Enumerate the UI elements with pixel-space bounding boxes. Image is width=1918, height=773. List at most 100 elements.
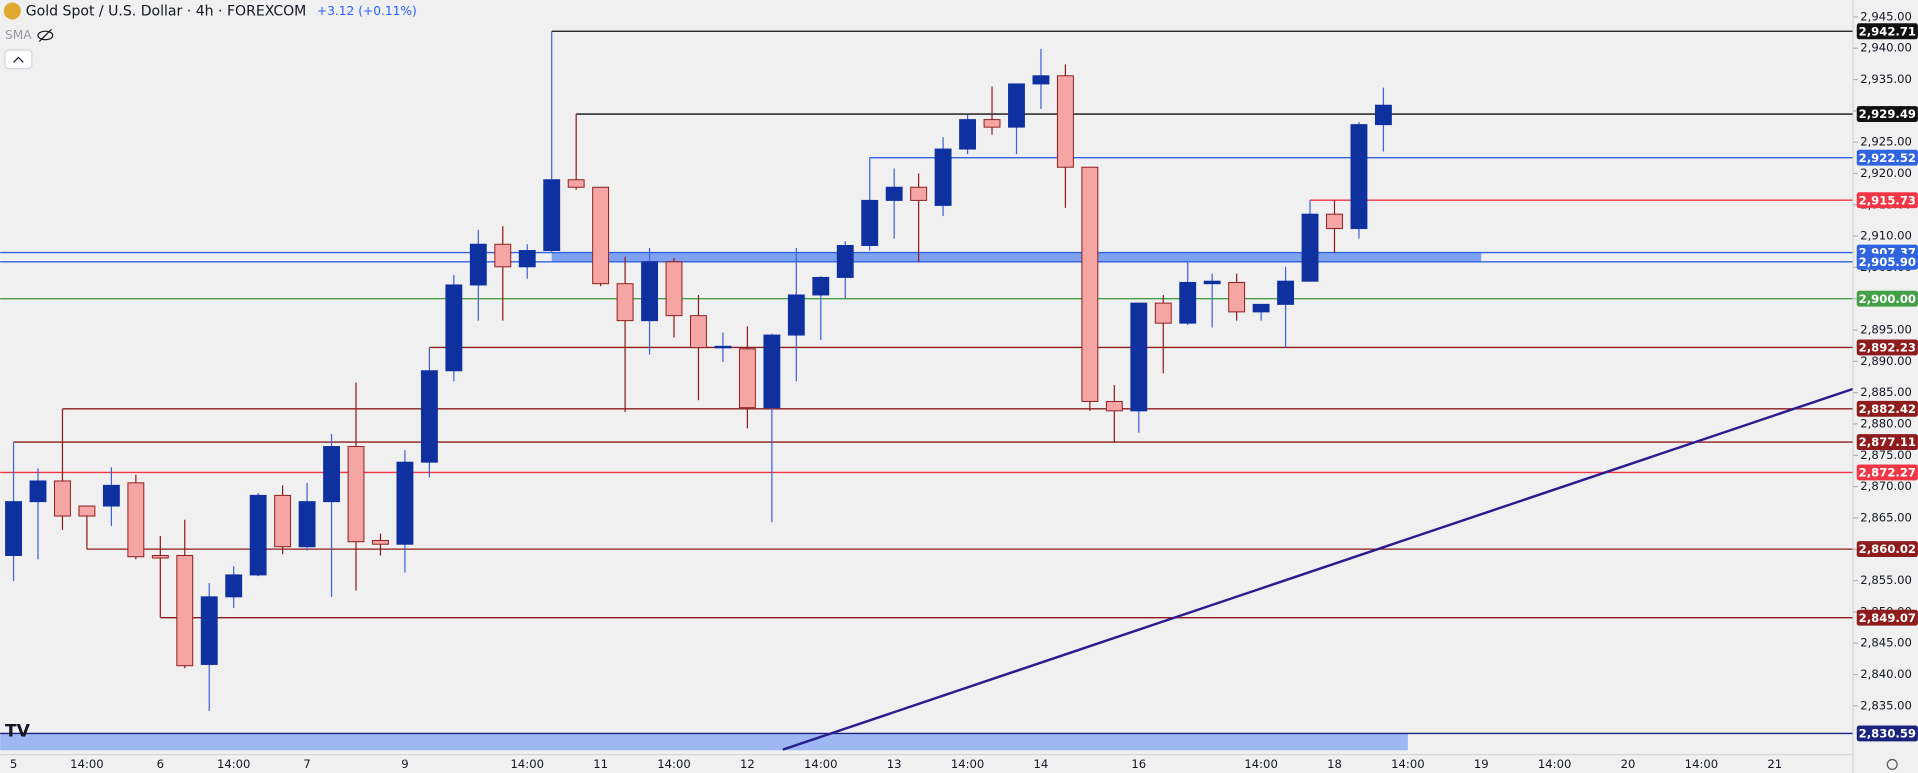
candle-body: [494, 243, 512, 268]
x-tick-label: 14:00: [511, 757, 544, 771]
candle-body: [861, 199, 879, 246]
candle-body: [396, 461, 414, 545]
candle-body: [420, 370, 438, 463]
candle-body: [885, 186, 903, 201]
y-tick-label: 2,835.00: [1860, 698, 1912, 712]
candle-body: [1081, 166, 1099, 402]
candle-body: [5, 501, 22, 556]
level-label: 2,922.52: [1859, 151, 1916, 165]
level-label-box: [1856, 725, 1918, 742]
candle-body: [372, 539, 389, 545]
indicator-name[interactable]: SMA: [5, 28, 32, 42]
candle-body: [127, 482, 145, 558]
level-label-box: [1856, 192, 1918, 209]
candle-body: [1301, 213, 1319, 282]
y-tick-label: 2,940.00: [1860, 41, 1912, 55]
candle-body: [959, 119, 977, 150]
x-tick-label: 14: [1034, 757, 1049, 771]
settings-button[interactable]: [1886, 758, 1898, 770]
candle-body: [323, 446, 340, 503]
x-tick-label: 11: [593, 757, 608, 771]
candle-body: [151, 555, 169, 559]
x-tick-label: 5: [10, 757, 17, 771]
candle-body: [567, 179, 585, 188]
candle-body: [102, 484, 120, 507]
y-tick-label: 2,845.00: [1860, 636, 1912, 650]
collapse-icon: [13, 56, 24, 63]
candle-body: [934, 148, 952, 206]
candle-body: [1008, 83, 1025, 128]
candle-body: [274, 494, 292, 548]
level-label-box: [1856, 464, 1918, 481]
level-label-box: [1856, 253, 1918, 270]
axes: 2,835.002,840.002,845.002,850.002,855.00…: [10, 9, 1918, 771]
y-tick-label: 2,855.00: [1860, 573, 1912, 587]
candle-body: [1350, 124, 1368, 230]
level-label-box: [1856, 434, 1918, 451]
symbol-icon[interactable]: [3, 2, 21, 20]
level-label: 2,892.23: [1859, 341, 1916, 355]
x-tick-label: 14:00: [804, 757, 837, 771]
candle-body: [1326, 213, 1343, 230]
level-label-box: [1856, 400, 1918, 417]
y-tick-label: 2,840.00: [1860, 667, 1912, 681]
price-change: +3.12 (+0.11%): [317, 4, 417, 18]
x-tick-label: 18: [1327, 757, 1342, 771]
candle-body: [1056, 75, 1074, 168]
candle-body: [983, 119, 1001, 128]
candle-body: [298, 501, 316, 548]
level-label: 2,929.49: [1859, 107, 1916, 121]
y-tick-label: 2,895.00: [1860, 323, 1912, 337]
brand-logo: TV: [5, 721, 31, 741]
candle-body: [78, 505, 96, 517]
level-label: 2,900.00: [1859, 292, 1916, 306]
level-label-box: [1856, 541, 1918, 558]
candle-body: [910, 186, 928, 201]
y-tick-label: 2,870.00: [1860, 479, 1912, 493]
candle-body: [54, 480, 71, 517]
candle-body: [469, 243, 487, 286]
candle-body: [1374, 104, 1392, 126]
level-label: 2,905.90: [1859, 255, 1916, 269]
y-tick-label: 2,925.00: [1860, 135, 1912, 149]
x-tick-label: 12: [740, 757, 755, 771]
x-tick-label: 14:00: [657, 757, 690, 771]
level-label: 2,849.07: [1859, 611, 1916, 625]
level-label: 2,882.42: [1859, 402, 1916, 416]
collapse-button[interactable]: [4, 49, 33, 70]
candle-body: [690, 315, 707, 349]
candle-body: [787, 294, 805, 336]
level-label-box: [1856, 609, 1918, 626]
candle-body: [1105, 400, 1123, 412]
candle-body: [29, 480, 47, 503]
level-label: 2,830.59: [1859, 727, 1916, 741]
x-tick-label: 14:00: [1538, 757, 1571, 771]
candle-body: [836, 245, 854, 278]
candle-body: [738, 348, 756, 409]
candle-body: [225, 574, 243, 598]
level-label-box: [1856, 23, 1918, 40]
y-tick-label: 2,865.00: [1860, 510, 1912, 524]
level-label: 2,877.11: [1859, 435, 1916, 449]
candle-body: [445, 284, 463, 372]
x-tick-label: 14:00: [951, 757, 984, 771]
candle-body: [714, 345, 732, 349]
candle-body: [1154, 302, 1172, 324]
y-tick-label: 2,910.00: [1860, 229, 1912, 243]
x-tick-label: 21: [1767, 757, 1782, 771]
x-tick-label: 14:00: [217, 757, 250, 771]
y-tick-label: 2,890.00: [1860, 354, 1912, 368]
zone: [0, 733, 1408, 751]
level-label-box: [1856, 149, 1918, 166]
level-label: 2,915.73: [1859, 193, 1916, 207]
y-tick-label: 2,935.00: [1860, 72, 1912, 86]
candle-body: [543, 179, 561, 251]
chart-title: Gold Spot / U.S. Dollar · 4h · FOREXCOM: [26, 4, 307, 20]
visibility-icon[interactable]: [37, 28, 54, 43]
x-tick-label: 14:00: [1244, 757, 1277, 771]
x-tick-label: 19: [1474, 757, 1489, 771]
candle-body: [592, 186, 610, 285]
